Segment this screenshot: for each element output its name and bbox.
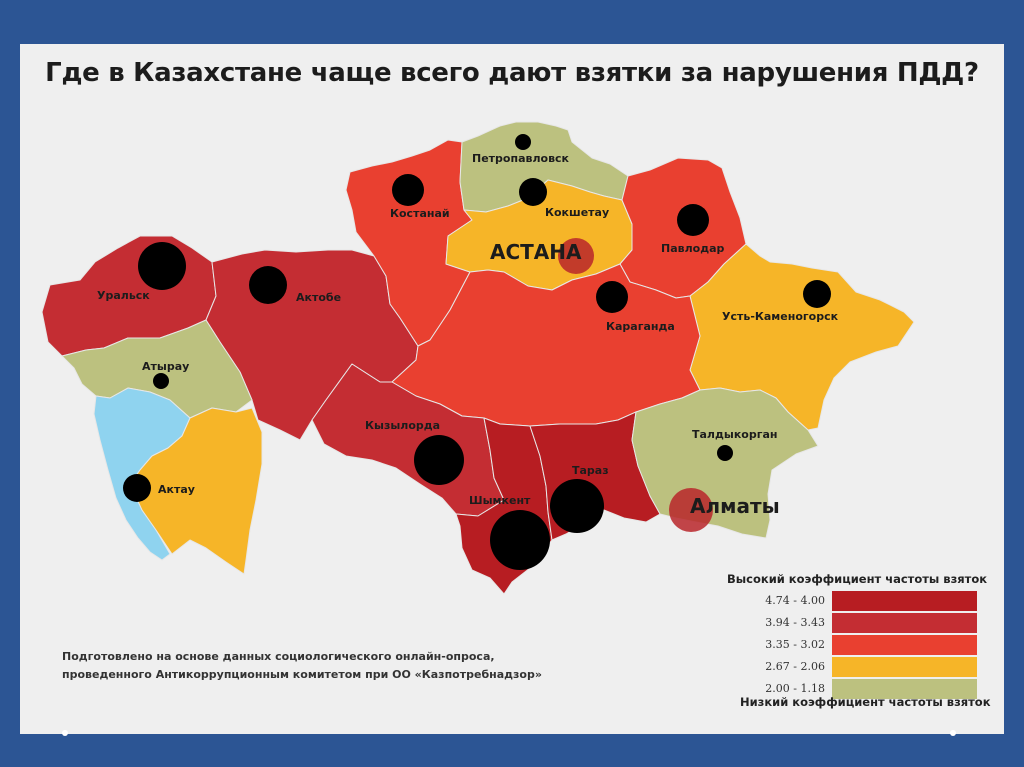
- city-label-astana: АСТАНА: [490, 240, 582, 264]
- legend-range-label: 3.94 - 3.43: [765, 616, 825, 629]
- source-line-2: проведенного Антикоррупционным комитетом…: [62, 668, 542, 681]
- legend-row: 2.67 - 2.06: [742, 657, 977, 677]
- legend-row: 3.94 - 3.43: [742, 613, 977, 633]
- legend-range-label: 4.74 - 4.00: [765, 594, 825, 607]
- corner-dot-right: [950, 730, 956, 736]
- city-label-karaganda: Караганда: [606, 320, 675, 333]
- city-marker-7: [596, 281, 628, 313]
- source-line-1: Подготовлено на основе данных социологич…: [62, 650, 495, 663]
- legend-swatch: [832, 635, 977, 655]
- city-label-petropavlovsk: Петропавловск: [472, 152, 570, 165]
- city-label-atyrau: Атырау: [142, 360, 189, 373]
- legend-range-label: 2.67 - 2.06: [765, 660, 825, 673]
- city-marker-3: [677, 204, 709, 236]
- city-marker-8: [803, 280, 831, 308]
- city-marker-5: [138, 242, 186, 290]
- legend-row: 3.35 - 3.02: [742, 635, 977, 655]
- city-label-taraz: Тараз: [572, 464, 609, 477]
- city-label-kyzylorda: Кызылорда: [365, 419, 440, 432]
- legend-swatch: [832, 613, 977, 633]
- legend-swatch: [832, 657, 977, 677]
- city-label-almaty: Алматы: [690, 494, 780, 518]
- city-label-kostanay: Костанай: [390, 207, 450, 220]
- corner-dot-left: [62, 730, 68, 736]
- city-marker-13: [123, 474, 151, 502]
- legend-low-label: Низкий коэффициент частоты взяток: [740, 695, 991, 709]
- city-label-ust-kamenogorsk: Усть-Каменогорск: [722, 310, 839, 323]
- city-marker-10: [414, 435, 464, 485]
- city-marker-15: [669, 488, 713, 532]
- city-marker-1: [519, 178, 547, 206]
- city-marker-9: [153, 373, 169, 389]
- city-marker-2: [392, 174, 424, 206]
- legend-high-label: Высокий коэффициент частоты взяток: [727, 572, 988, 586]
- map-title: Где в Казахстане чаще всего дают взятки …: [45, 58, 979, 88]
- city-label-aktobe: Актобе: [296, 291, 341, 304]
- legend-range-label: 2.00 - 1.18: [765, 682, 825, 695]
- city-marker-0: [515, 134, 531, 150]
- city-label-kokshetau: Кокшетау: [545, 206, 609, 219]
- region-mangystau: [129, 407, 263, 575]
- city-marker-11: [717, 445, 733, 461]
- city-label-aktau: Актау: [158, 483, 195, 496]
- legend-swatch: [832, 679, 977, 699]
- city-marker-4: [558, 238, 594, 274]
- legend-swatch: [832, 591, 977, 611]
- city-label-taldykorgan: Талдыкорган: [692, 428, 777, 441]
- source-note: Подготовлено на основе данных социологич…: [62, 648, 582, 684]
- city-marker-6: [249, 266, 287, 304]
- legend-range-label: 3.35 - 3.02: [765, 638, 825, 651]
- city-marker-12: [550, 479, 604, 533]
- legend-row: 2.00 - 1.18: [742, 679, 977, 699]
- city-label-pavlodar: Павлодар: [661, 242, 725, 255]
- city-marker-14: [490, 510, 550, 570]
- city-label-uralsk: Уральск: [97, 289, 150, 302]
- legend-row: 4.74 - 4.00: [742, 591, 977, 611]
- city-label-shymkent: Шымкент: [469, 494, 531, 507]
